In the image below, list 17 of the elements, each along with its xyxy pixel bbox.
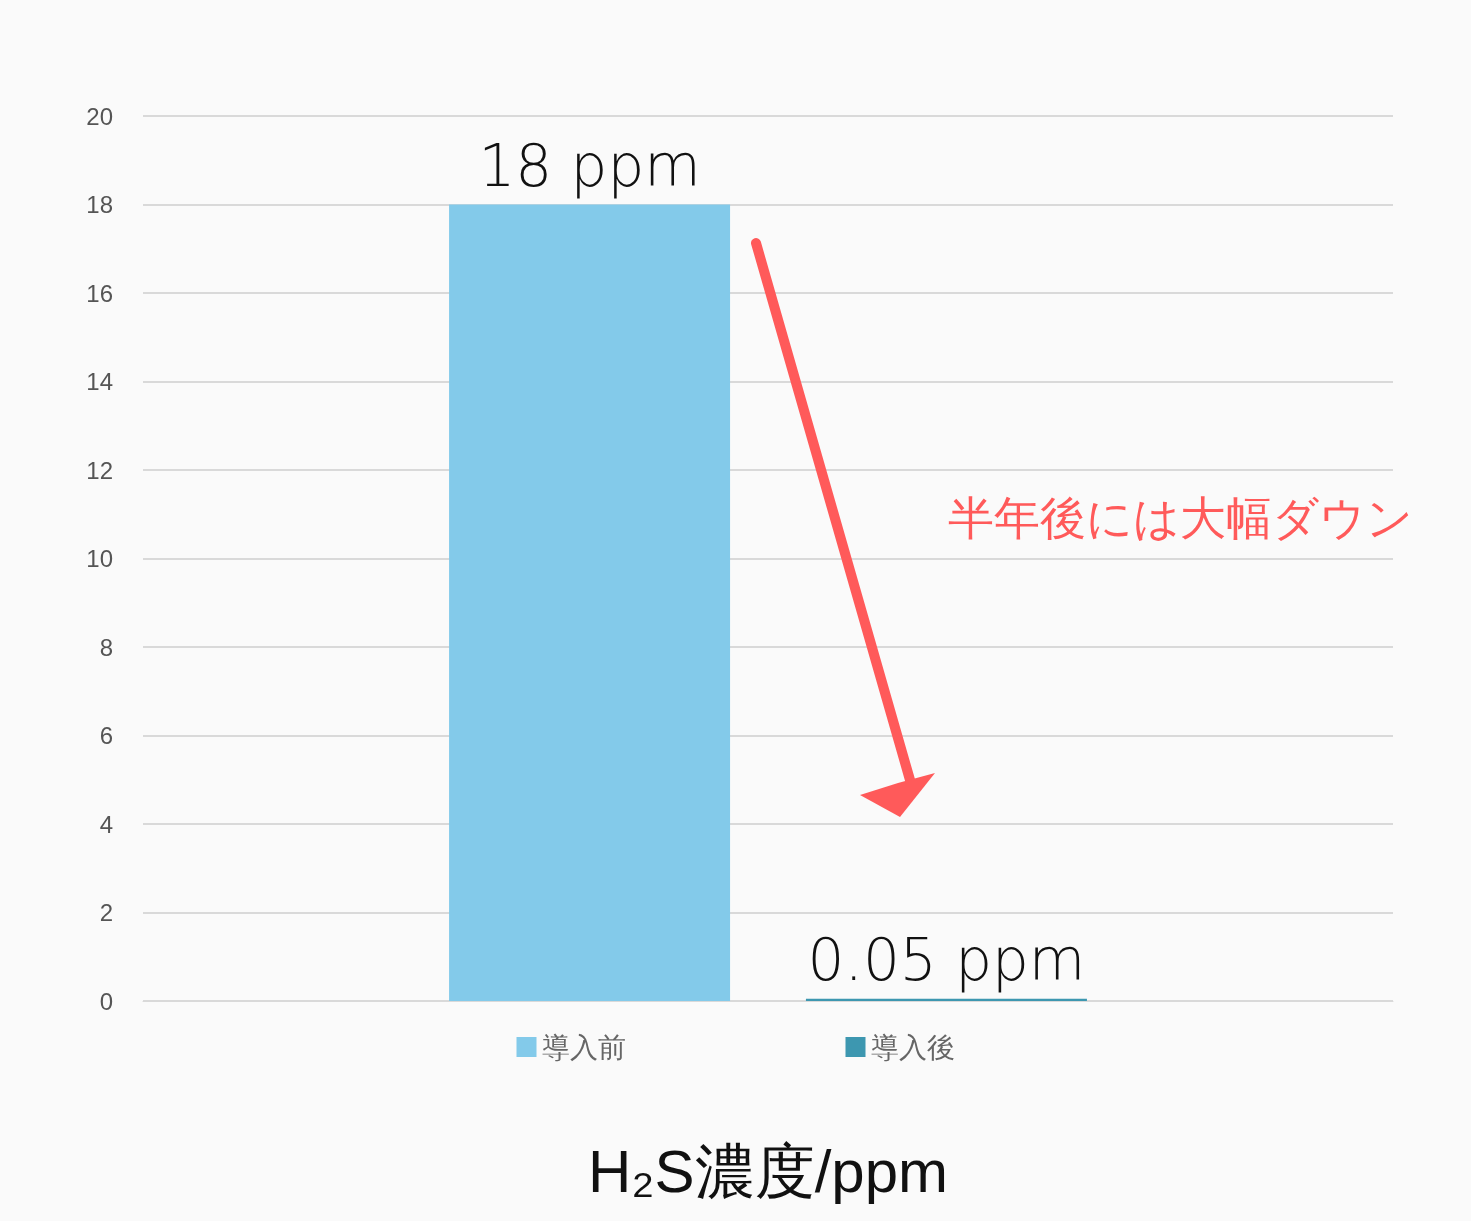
data-label: 18 ppm <box>478 131 701 200</box>
annotation: 半年後には大幅ダウン <box>948 491 1413 545</box>
y-tick-label: 20 <box>86 102 113 130</box>
y-tick-label: 16 <box>86 279 113 307</box>
legend-label: 導入前 <box>541 1031 626 1063</box>
y-tick-label: 0 <box>99 987 113 1015</box>
y-tick-label: 14 <box>86 368 113 395</box>
y-tick-label: 18 <box>86 191 113 218</box>
legend-label: 導入後 <box>870 1031 955 1063</box>
x-axis-title: H₂S濃度/ppm <box>587 1137 949 1205</box>
data-label: 0.05 ppm <box>807 925 1086 994</box>
y-tick-label: 6 <box>99 722 113 749</box>
y-tick-label: 12 <box>86 456 113 484</box>
y-tick-label: 8 <box>99 633 113 661</box>
y-tick-label: 4 <box>99 810 113 838</box>
y-tick-label: 10 <box>86 545 113 572</box>
y-tick-label: 2 <box>99 899 113 926</box>
